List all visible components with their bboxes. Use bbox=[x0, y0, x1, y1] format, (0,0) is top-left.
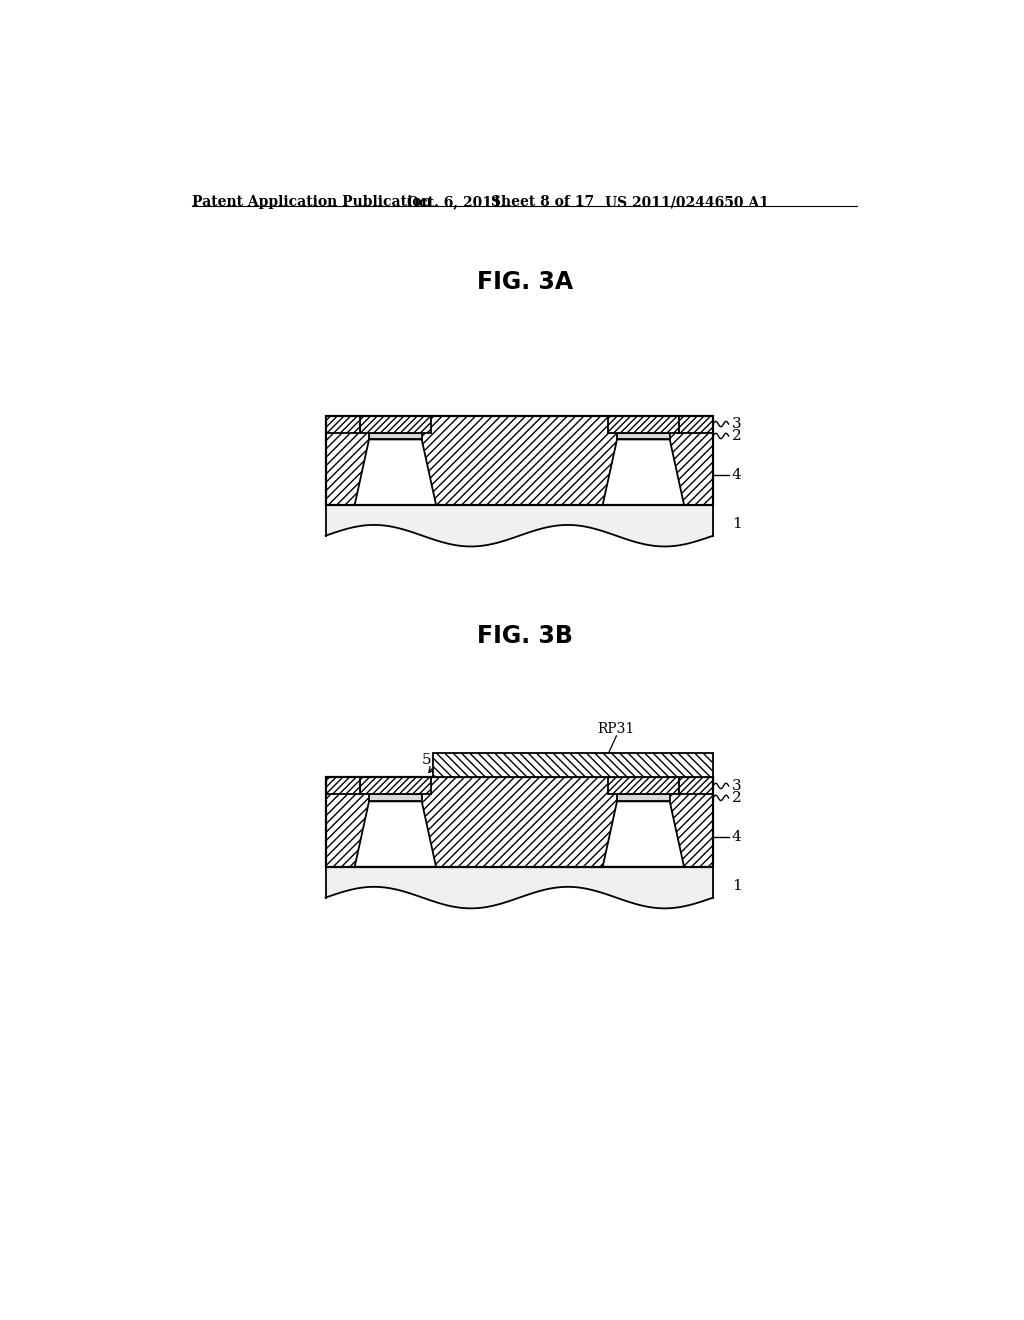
Text: 3: 3 bbox=[732, 417, 741, 432]
Bar bbox=[617, 433, 670, 440]
Polygon shape bbox=[326, 867, 713, 908]
Text: FIG. 3B: FIG. 3B bbox=[477, 624, 572, 648]
Bar bbox=[326, 416, 713, 506]
Text: 1: 1 bbox=[732, 879, 741, 894]
Text: US 2011/0244650 A1: US 2011/0244650 A1 bbox=[604, 195, 768, 210]
Polygon shape bbox=[326, 506, 713, 546]
Text: 3: 3 bbox=[732, 779, 741, 793]
Bar bbox=[679, 416, 713, 433]
Bar bbox=[432, 752, 713, 777]
Text: 2: 2 bbox=[732, 429, 741, 444]
Text: Sheet 8 of 17: Sheet 8 of 17 bbox=[490, 195, 594, 210]
Text: 1: 1 bbox=[732, 517, 741, 531]
Bar bbox=[607, 416, 679, 433]
Polygon shape bbox=[354, 801, 436, 867]
Text: 5: 5 bbox=[422, 752, 432, 767]
Bar bbox=[369, 433, 422, 440]
Polygon shape bbox=[354, 440, 436, 506]
Polygon shape bbox=[603, 801, 684, 867]
Bar bbox=[326, 777, 713, 867]
Bar bbox=[359, 777, 431, 795]
Bar bbox=[369, 795, 422, 801]
Text: Patent Application Publication: Patent Application Publication bbox=[191, 195, 431, 210]
Text: 2: 2 bbox=[732, 791, 741, 805]
Text: RP31: RP31 bbox=[598, 722, 635, 737]
Bar bbox=[326, 416, 713, 506]
Text: Oct. 6, 2011: Oct. 6, 2011 bbox=[407, 195, 502, 210]
Text: 4: 4 bbox=[732, 830, 741, 845]
Bar bbox=[607, 777, 679, 795]
Bar bbox=[326, 777, 359, 795]
Bar bbox=[326, 416, 359, 433]
Text: 4: 4 bbox=[732, 469, 741, 482]
Text: FIG. 3A: FIG. 3A bbox=[477, 271, 572, 294]
Bar bbox=[359, 416, 431, 433]
Bar bbox=[617, 795, 670, 801]
Bar bbox=[326, 777, 713, 867]
Bar bbox=[679, 777, 713, 795]
Polygon shape bbox=[603, 440, 684, 506]
